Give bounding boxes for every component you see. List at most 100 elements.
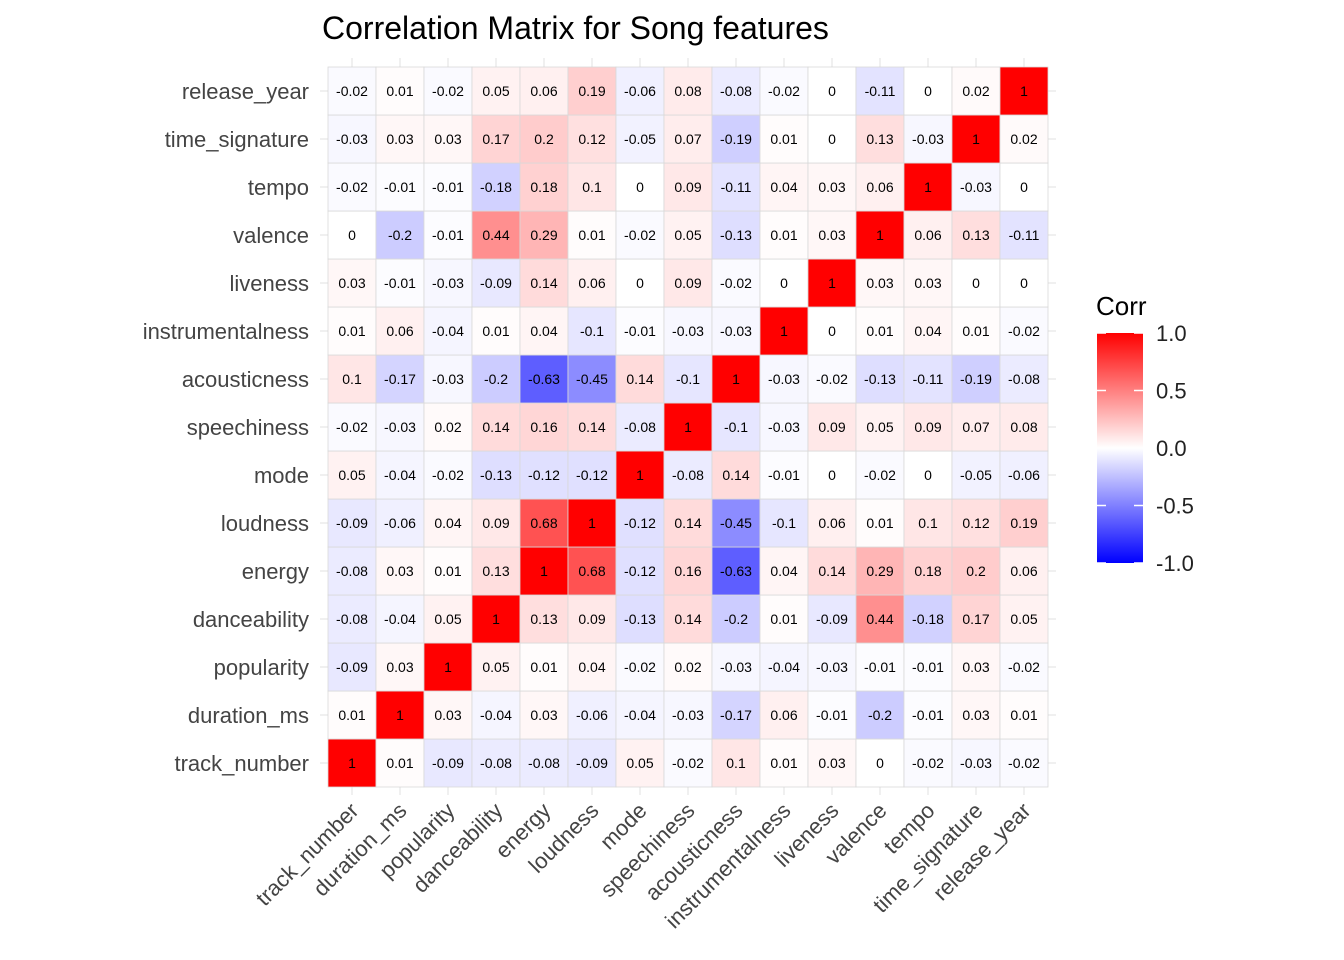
heatmap-cell <box>807 642 857 692</box>
heatmap-cell <box>951 546 1001 596</box>
cell-value-label: -0.01 <box>432 227 464 243</box>
cell-value-label: -0.19 <box>720 131 752 147</box>
cell-value-label: 1 <box>348 755 356 771</box>
cell-value-label: -0.01 <box>624 323 656 339</box>
heatmap-cell <box>999 546 1049 596</box>
heatmap-cell <box>471 690 521 740</box>
heatmap-cell <box>999 306 1049 356</box>
cell-value-label: 0.09 <box>914 419 941 435</box>
heatmap-cell <box>615 402 665 452</box>
cell-value-label: -0.12 <box>624 515 656 531</box>
heatmap-cell <box>759 258 809 308</box>
y-tick-label: popularity <box>214 655 309 680</box>
cell-value-label: 0 <box>876 755 884 771</box>
cell-value-label: 0.16 <box>674 563 701 579</box>
heatmap-cell <box>471 498 521 548</box>
cell-value-label: -0.05 <box>960 467 992 483</box>
heatmap-cell <box>663 114 713 164</box>
heatmap-cell <box>903 642 953 692</box>
heatmap-cell <box>807 258 857 308</box>
heatmap-cell <box>759 210 809 260</box>
cell-value-label: 0.02 <box>674 659 701 675</box>
cell-value-label: 0.04 <box>770 179 797 195</box>
cell-value-label: 0.02 <box>434 419 461 435</box>
cell-value-label: -0.1 <box>676 371 700 387</box>
cell-value-label: 0.01 <box>386 83 413 99</box>
cell-value-label: 0.04 <box>530 323 557 339</box>
heatmap-cell <box>663 306 713 356</box>
cell-value-label: 0 <box>780 275 788 291</box>
cell-value-label: 0 <box>636 275 644 291</box>
cell-value-label: -0.06 <box>576 707 608 723</box>
heatmap-cell <box>903 354 953 404</box>
heatmap-cell <box>519 306 569 356</box>
cell-value-label: 0.14 <box>530 275 557 291</box>
cell-value-label: 0.2 <box>534 131 554 147</box>
cell-value-label: 0.12 <box>578 131 605 147</box>
heatmap-cell <box>999 258 1049 308</box>
cell-value-label: -0.09 <box>432 755 464 771</box>
heatmap-cell <box>855 66 905 116</box>
cell-value-label: 0.04 <box>914 323 941 339</box>
cell-value-label: -0.09 <box>336 515 368 531</box>
cell-value-label: -0.04 <box>384 611 416 627</box>
heatmap-cell <box>615 546 665 596</box>
y-tick-label: speechiness <box>187 415 309 440</box>
cell-value-label: 0.13 <box>866 131 893 147</box>
cell-value-label: -0.03 <box>816 659 848 675</box>
heatmap-cell <box>855 354 905 404</box>
legend: Corr 1.0 0.5 0.0 -0.5 -1.0 <box>1096 291 1194 576</box>
heatmap-cell <box>807 546 857 596</box>
heatmap-cell <box>471 66 521 116</box>
cell-value-label: -0.03 <box>768 371 800 387</box>
cell-value-label: -0.03 <box>768 419 800 435</box>
heatmap-cell <box>807 450 857 500</box>
y-tick-label: time_signature <box>165 127 309 152</box>
heatmap-cell <box>663 354 713 404</box>
cell-value-label: 0.09 <box>482 515 509 531</box>
cell-value-label: 0.03 <box>386 563 413 579</box>
y-tick-label: tempo <box>248 175 309 200</box>
cell-value-label: -0.11 <box>913 371 944 387</box>
heatmap-cell <box>999 498 1049 548</box>
cell-value-label: -0.13 <box>480 467 512 483</box>
cell-value-label: 1 <box>444 659 452 675</box>
cell-value-label: -0.02 <box>336 179 368 195</box>
heatmap-cell <box>759 498 809 548</box>
cell-value-label: 0.05 <box>866 419 893 435</box>
cell-value-label: 0.05 <box>434 611 461 627</box>
cell-value-label: 1 <box>396 707 404 723</box>
cell-value-label: 0.44 <box>482 227 509 243</box>
cell-value-label: 0.03 <box>818 179 845 195</box>
cell-value-label: 0 <box>636 179 644 195</box>
heatmap-cell <box>375 498 425 548</box>
cell-value-label: 0.06 <box>914 227 941 243</box>
heatmap-cell <box>471 306 521 356</box>
cell-value-label: -0.02 <box>432 467 464 483</box>
cell-value-label: -0.04 <box>768 659 800 675</box>
cell-value-label: -0.03 <box>720 659 752 675</box>
cell-value-label: 0.03 <box>962 707 989 723</box>
heatmap-cell <box>423 690 473 740</box>
cell-value-label: 0.03 <box>434 707 461 723</box>
cell-value-label: -0.19 <box>960 371 992 387</box>
heatmap-cell <box>567 498 617 548</box>
cell-value-label: 0.1 <box>342 371 362 387</box>
cell-value-label: 0.03 <box>338 275 365 291</box>
cell-value-label: 0 <box>972 275 980 291</box>
cell-value-label: 1 <box>1020 83 1028 99</box>
cell-value-label: -0.06 <box>1008 467 1040 483</box>
heatmap-cell <box>855 738 905 788</box>
heatmap-cell <box>423 258 473 308</box>
cell-value-label: -0.13 <box>864 371 896 387</box>
heatmap-cell <box>375 594 425 644</box>
heatmap-cell <box>375 354 425 404</box>
heatmap-cell <box>423 738 473 788</box>
cell-value-label: 0.05 <box>626 755 653 771</box>
cell-value-label: 0.01 <box>962 323 989 339</box>
cell-value-label: 0.03 <box>530 707 557 723</box>
cell-value-label: -0.03 <box>912 131 944 147</box>
cell-value-label: 0.06 <box>386 323 413 339</box>
cell-value-label: -0.08 <box>480 755 512 771</box>
heatmap-cell <box>951 114 1001 164</box>
